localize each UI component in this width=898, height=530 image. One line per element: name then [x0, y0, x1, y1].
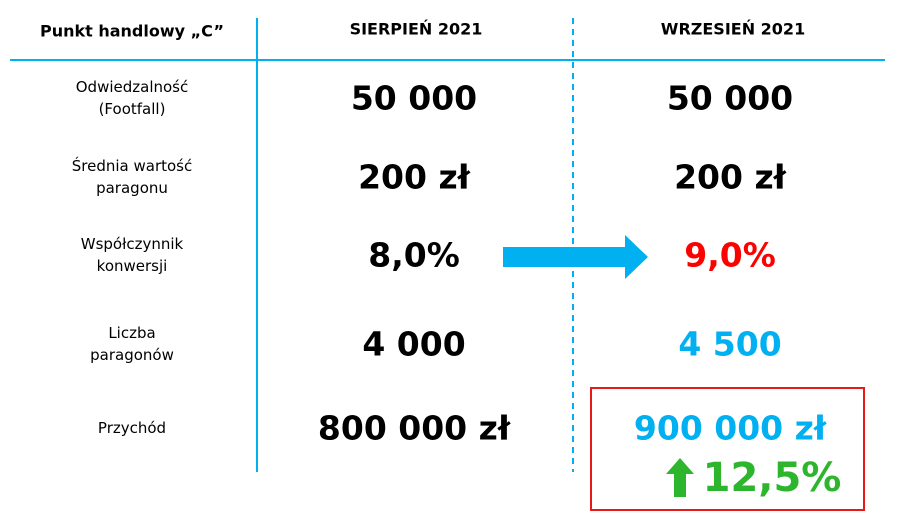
row-label: Współczynnik konwersji: [81, 235, 184, 275]
column-header: SIERPIEŃ 2021: [350, 20, 483, 39]
table-title: Punkt handlowy „C”: [40, 22, 224, 41]
row-label-line: paragonów: [90, 346, 174, 364]
row-label-line: (Footfall): [99, 100, 166, 118]
row-label-line: paragonu: [96, 179, 168, 197]
row-label-line: Liczba: [108, 324, 155, 342]
row-label-line: Przychód: [98, 419, 166, 437]
cell-value: 50 000: [351, 79, 477, 118]
row-label: Przychód: [98, 419, 166, 437]
up-arrow: [666, 458, 694, 497]
cell-value: 200 zł: [674, 158, 787, 197]
highlight-box: [590, 387, 865, 511]
column-header: WRZESIEŃ 2021: [661, 20, 805, 39]
cell-value: 9,0%: [684, 236, 776, 275]
row-label-line: Odwiedzalność: [76, 78, 189, 96]
row-label-line: Średnia wartość: [72, 156, 193, 175]
cell-value: 4 500: [678, 325, 781, 364]
cell-value: 900 000 zł: [634, 409, 827, 448]
row-label-line: Współczynnik: [81, 235, 184, 253]
cell-value: 4 000: [362, 325, 465, 364]
change-value: 12,5%: [703, 455, 842, 501]
cell-value: 800 000 zł: [318, 409, 511, 448]
arrow: [503, 235, 648, 279]
row-label: Odwiedzalność (Footfall): [76, 78, 189, 118]
cell-value: 200 zł: [358, 158, 471, 197]
row-label-line: konwersji: [97, 257, 168, 275]
row-label: Liczba paragonów: [90, 324, 174, 364]
cell-value: 8,0%: [368, 236, 460, 275]
row-label: Średnia wartość paragonu: [72, 156, 193, 197]
cell-value: 50 000: [667, 79, 793, 118]
